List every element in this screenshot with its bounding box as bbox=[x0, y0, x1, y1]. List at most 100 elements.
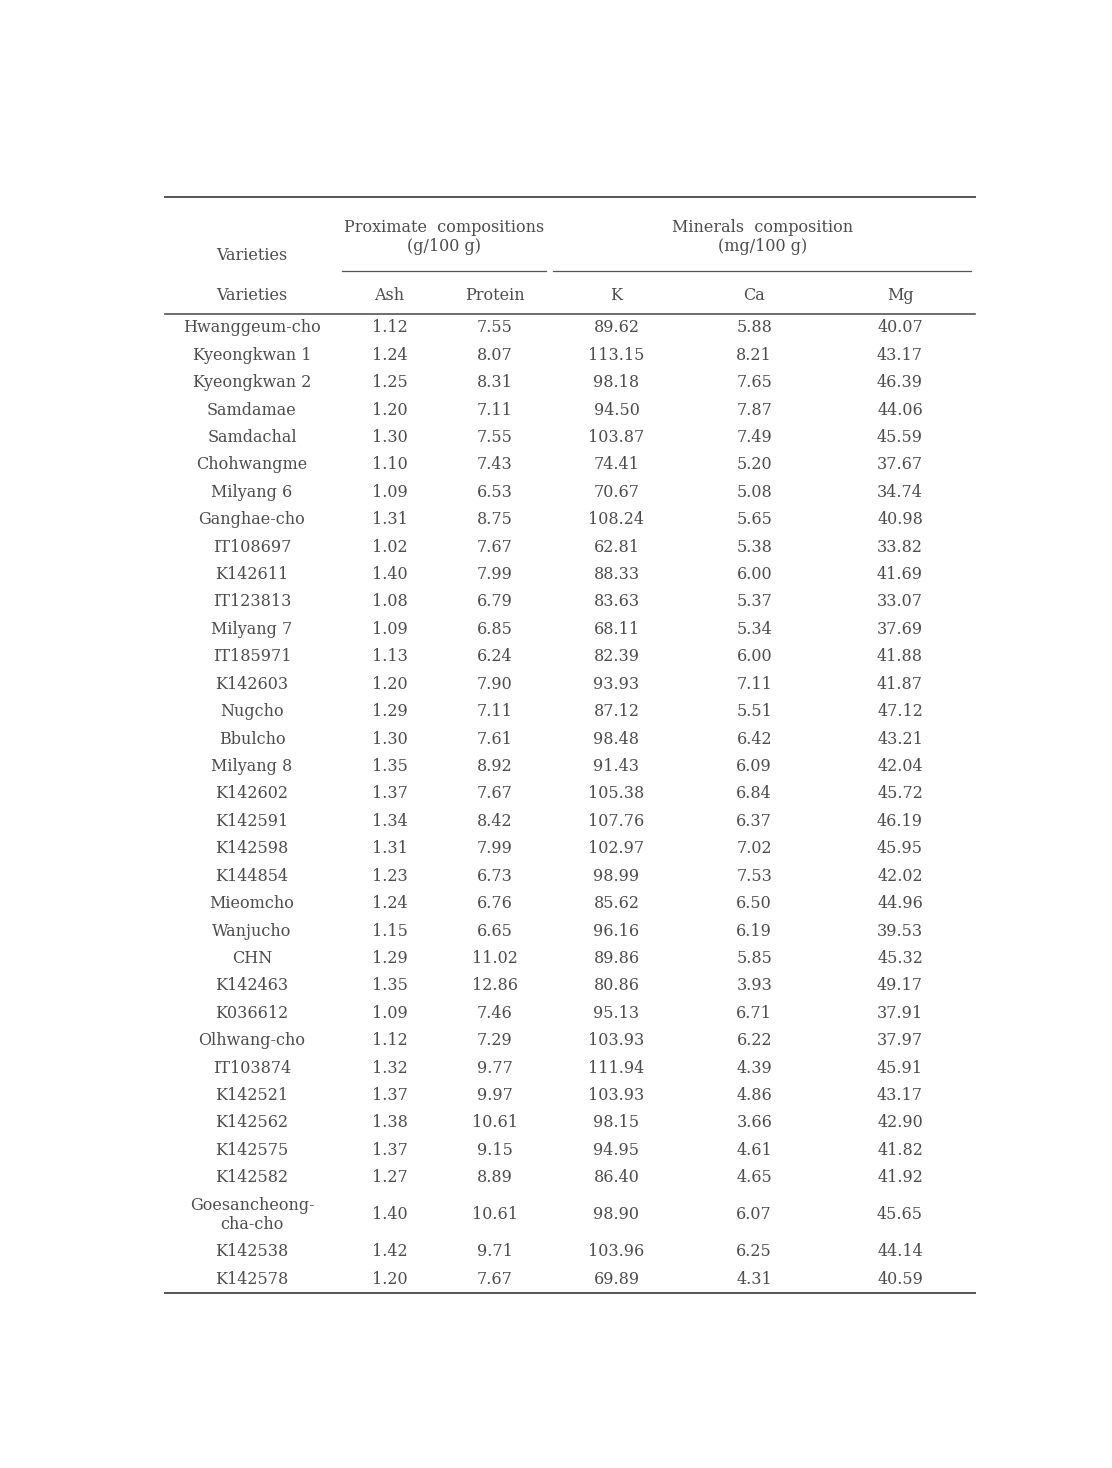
Text: 40.07: 40.07 bbox=[877, 319, 923, 336]
Text: Milyang 7: Milyang 7 bbox=[211, 621, 292, 639]
Text: IT185971: IT185971 bbox=[212, 649, 291, 665]
Text: 41.92: 41.92 bbox=[877, 1170, 923, 1186]
Text: 7.11: 7.11 bbox=[477, 402, 513, 418]
Text: 1.37: 1.37 bbox=[371, 785, 408, 803]
Text: 1.12: 1.12 bbox=[371, 1032, 407, 1050]
Text: 1.42: 1.42 bbox=[371, 1243, 407, 1261]
Text: 8.89: 8.89 bbox=[477, 1170, 513, 1186]
Text: 46.19: 46.19 bbox=[877, 813, 923, 829]
Text: 1.35: 1.35 bbox=[371, 757, 408, 775]
Text: 6.00: 6.00 bbox=[736, 567, 772, 583]
Text: Proximate  compositions
(g/100 g): Proximate compositions (g/100 g) bbox=[345, 219, 545, 255]
Text: 7.87: 7.87 bbox=[736, 402, 772, 418]
Text: 7.67: 7.67 bbox=[477, 539, 513, 555]
Text: 43.17: 43.17 bbox=[877, 1086, 923, 1104]
Text: 39.53: 39.53 bbox=[877, 922, 923, 940]
Text: 11.02: 11.02 bbox=[471, 950, 518, 967]
Text: IT103874: IT103874 bbox=[212, 1060, 291, 1076]
Text: 33.07: 33.07 bbox=[877, 593, 923, 611]
Text: 3.93: 3.93 bbox=[736, 978, 772, 994]
Text: 6.50: 6.50 bbox=[736, 895, 772, 912]
Text: 1.13: 1.13 bbox=[371, 649, 408, 665]
Text: 45.91: 45.91 bbox=[877, 1060, 923, 1076]
Text: 70.67: 70.67 bbox=[594, 484, 639, 501]
Text: 1.40: 1.40 bbox=[371, 1207, 407, 1223]
Text: 7.65: 7.65 bbox=[736, 374, 772, 390]
Text: 8.92: 8.92 bbox=[477, 757, 513, 775]
Text: 7.02: 7.02 bbox=[736, 840, 772, 857]
Text: 40.59: 40.59 bbox=[877, 1271, 923, 1287]
Text: 1.20: 1.20 bbox=[371, 675, 407, 693]
Text: 6.00: 6.00 bbox=[736, 649, 772, 665]
Text: 7.67: 7.67 bbox=[477, 785, 513, 803]
Text: 4.31: 4.31 bbox=[736, 1271, 772, 1287]
Text: 42.04: 42.04 bbox=[877, 757, 923, 775]
Text: 7.55: 7.55 bbox=[477, 319, 513, 336]
Text: 5.51: 5.51 bbox=[736, 703, 772, 721]
Text: K142611: K142611 bbox=[216, 567, 288, 583]
Text: 85.62: 85.62 bbox=[594, 895, 639, 912]
Text: 7.11: 7.11 bbox=[477, 703, 513, 721]
Text: Mg: Mg bbox=[886, 288, 913, 304]
Text: Goesancheong-
cha-cho: Goesancheong- cha-cho bbox=[190, 1196, 315, 1233]
Text: 8.07: 8.07 bbox=[477, 346, 513, 364]
Text: 41.82: 41.82 bbox=[877, 1142, 923, 1158]
Text: 1.25: 1.25 bbox=[371, 374, 407, 390]
Text: 98.99: 98.99 bbox=[594, 868, 639, 885]
Text: 103.87: 103.87 bbox=[588, 429, 645, 446]
Text: 6.25: 6.25 bbox=[736, 1243, 772, 1261]
Text: 1.31: 1.31 bbox=[371, 840, 408, 857]
Text: K142582: K142582 bbox=[216, 1170, 288, 1186]
Text: 42.02: 42.02 bbox=[877, 868, 923, 885]
Text: 7.55: 7.55 bbox=[477, 429, 513, 446]
Text: 1.02: 1.02 bbox=[371, 539, 407, 555]
Text: 5.85: 5.85 bbox=[736, 950, 772, 967]
Text: Milyang 6: Milyang 6 bbox=[211, 484, 292, 501]
Text: 4.61: 4.61 bbox=[736, 1142, 772, 1158]
Text: 5.88: 5.88 bbox=[736, 319, 772, 336]
Text: 1.29: 1.29 bbox=[371, 703, 407, 721]
Text: Ash: Ash bbox=[375, 288, 405, 304]
Text: 89.62: 89.62 bbox=[594, 319, 639, 336]
Text: Varieties: Varieties bbox=[217, 247, 288, 264]
Text: K144854: K144854 bbox=[216, 868, 288, 885]
Text: Mieomcho: Mieomcho bbox=[209, 895, 295, 912]
Text: 62.81: 62.81 bbox=[594, 539, 639, 555]
Text: 4.86: 4.86 bbox=[736, 1086, 772, 1104]
Text: K142602: K142602 bbox=[216, 785, 288, 803]
Text: 113.15: 113.15 bbox=[588, 346, 645, 364]
Text: 80.86: 80.86 bbox=[594, 978, 639, 994]
Text: 8.75: 8.75 bbox=[477, 511, 513, 528]
Text: K036612: K036612 bbox=[216, 1004, 288, 1022]
Text: 4.65: 4.65 bbox=[736, 1170, 772, 1186]
Text: 98.15: 98.15 bbox=[594, 1114, 639, 1132]
Text: 7.99: 7.99 bbox=[477, 567, 513, 583]
Text: K142521: K142521 bbox=[216, 1086, 288, 1104]
Text: 7.43: 7.43 bbox=[477, 457, 513, 473]
Text: 7.90: 7.90 bbox=[477, 675, 513, 693]
Text: 41.69: 41.69 bbox=[877, 567, 923, 583]
Text: 6.79: 6.79 bbox=[477, 593, 513, 611]
Text: 74.41: 74.41 bbox=[594, 457, 639, 473]
Text: 47.12: 47.12 bbox=[877, 703, 923, 721]
Text: K142538: K142538 bbox=[216, 1243, 288, 1261]
Text: 45.59: 45.59 bbox=[877, 429, 923, 446]
Text: 5.34: 5.34 bbox=[736, 621, 772, 639]
Text: 9.97: 9.97 bbox=[477, 1086, 513, 1104]
Text: 108.24: 108.24 bbox=[588, 511, 645, 528]
Text: 103.96: 103.96 bbox=[588, 1243, 645, 1261]
Text: Minerals  composition
(mg/100 g): Minerals composition (mg/100 g) bbox=[672, 219, 853, 255]
Text: 6.24: 6.24 bbox=[477, 649, 513, 665]
Text: Bbulcho: Bbulcho bbox=[219, 731, 286, 747]
Text: 6.84: 6.84 bbox=[736, 785, 772, 803]
Text: 37.91: 37.91 bbox=[877, 1004, 923, 1022]
Text: 1.37: 1.37 bbox=[371, 1142, 408, 1158]
Text: Hwanggeum-cho: Hwanggeum-cho bbox=[183, 319, 321, 336]
Text: 43.21: 43.21 bbox=[877, 731, 923, 747]
Text: 45.32: 45.32 bbox=[877, 950, 923, 967]
Text: 6.71: 6.71 bbox=[736, 1004, 772, 1022]
Text: 91.43: 91.43 bbox=[594, 757, 639, 775]
Text: 1.24: 1.24 bbox=[371, 895, 407, 912]
Text: 69.89: 69.89 bbox=[594, 1271, 639, 1287]
Text: 1.30: 1.30 bbox=[371, 731, 407, 747]
